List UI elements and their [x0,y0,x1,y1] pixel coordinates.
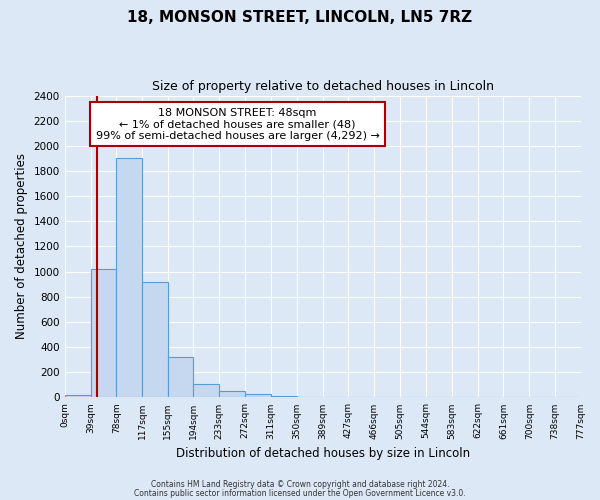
Bar [220,390,245,398]
Bar [65,395,91,398]
Text: Contains HM Land Registry data © Crown copyright and database right 2024.: Contains HM Land Registry data © Crown c… [151,480,449,489]
Text: 18 MONSON STREET: 48sqm
← 1% of detached houses are smaller (48)
99% of semi-det: 18 MONSON STREET: 48sqm ← 1% of detached… [95,108,379,141]
Text: 18, MONSON STREET, LINCOLN, LN5 7RZ: 18, MONSON STREET, LINCOLN, LN5 7RZ [127,10,473,25]
Bar [116,158,142,398]
Bar [142,282,167,398]
Text: Contains public sector information licensed under the Open Government Licence v3: Contains public sector information licen… [134,488,466,498]
Bar [245,394,271,398]
X-axis label: Distribution of detached houses by size in Lincoln: Distribution of detached houses by size … [176,447,470,460]
Y-axis label: Number of detached properties: Number of detached properties [15,154,28,340]
Bar [271,396,297,398]
Bar [193,384,220,398]
Title: Size of property relative to detached houses in Lincoln: Size of property relative to detached ho… [152,80,494,93]
Bar [167,357,193,398]
Bar [91,269,116,398]
